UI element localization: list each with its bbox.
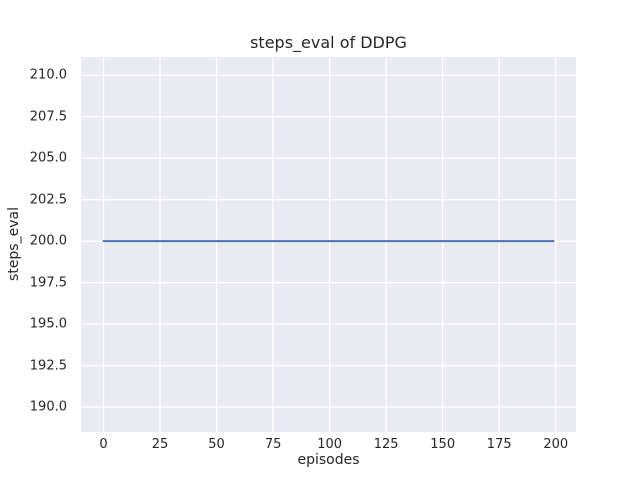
y-tick-label: 197.5 [29, 275, 67, 291]
y-tick-label: 205.0 [29, 150, 67, 166]
x-axis-label: episodes [297, 452, 360, 468]
plot-canvas [81, 57, 576, 432]
y-tick-label: 210.0 [29, 67, 67, 83]
x-tick-label: 100 [317, 437, 343, 452]
plot-area [81, 57, 576, 432]
chart-title: steps_eval of DDPG [250, 33, 407, 52]
x-tick-label: 50 [208, 437, 225, 452]
x-tick-label: 75 [264, 437, 282, 452]
y-tick-label: 192.5 [29, 358, 67, 374]
y-tick-label: 207.5 [29, 109, 67, 125]
x-tick-label: 150 [430, 437, 456, 452]
x-tick-label: 25 [151, 437, 169, 452]
y-tick-label: 190.0 [29, 399, 67, 415]
x-tick-label: 175 [486, 437, 512, 452]
y-tick-label: 195.0 [29, 316, 67, 332]
y-tick-label: 200.0 [29, 233, 67, 249]
x-tick-label: 200 [543, 437, 569, 452]
y-tick-label: 202.5 [29, 192, 67, 208]
x-tick-label: 0 [99, 437, 108, 452]
x-tick-label: 125 [373, 437, 399, 452]
